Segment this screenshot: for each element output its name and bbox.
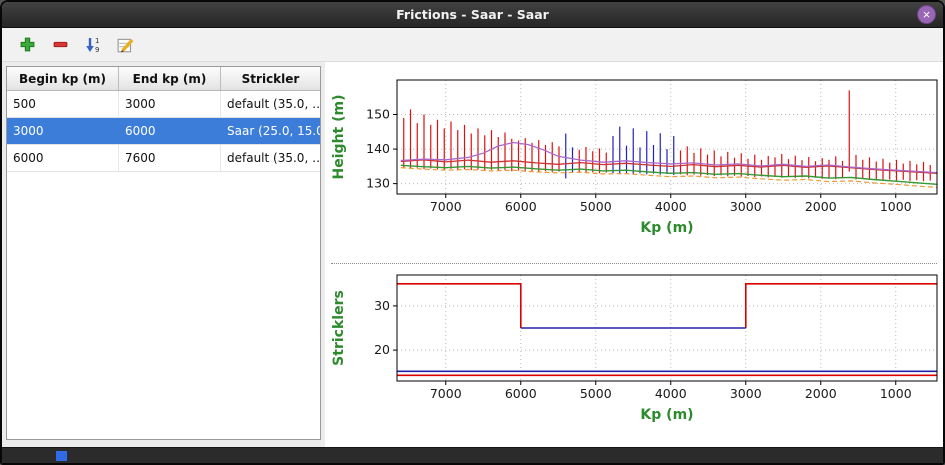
add-row-button[interactable] [14,32,40,58]
y-tick-label: 130 [366,176,390,191]
table-row[interactable]: 6000 7600 default (35.0, … [7,145,320,172]
series-default-minor-bed [397,282,522,328]
x-tick-label: 1000 [880,386,912,401]
cell-begin-kp: 3000 [7,118,119,144]
minus-icon [53,41,67,48]
column-header-strickler[interactable]: Strickler [241,71,300,86]
x-tick-label: 3000 [730,386,762,401]
statusbar [2,447,943,463]
frictions-table: Begin kp (m) End kp (m) Strickler 500 30… [6,66,321,440]
cell-end-kp: 3000 [119,91,221,117]
y-tick-label: 30 [374,298,390,313]
remove-row-button[interactable] [47,32,73,58]
toolbar: 1 9 [2,28,943,62]
sort-digit-1: 1 [95,37,99,45]
main-content: Begin kp (m) End kp (m) Strickler 500 30… [2,62,943,447]
edit-icon [117,38,134,52]
series-purple-profile [400,141,938,174]
x-tick-label: 5000 [580,199,612,214]
y-axis-label: Height (m) [331,95,347,180]
cell-begin-kp: 500 [7,91,119,117]
height-profile-chart: 7000 6000 5000 4000 3000 2000 1000 130 140 150 Kp … [331,79,938,236]
cell-begin-kp: 6000 [7,145,119,171]
x-tick-label: 2000 [805,386,837,401]
x-tick-label: 2000 [805,199,837,214]
series-default-minor-bed-2 [744,282,937,328]
cell-end-kp: 6000 [119,118,221,144]
table-row[interactable]: 500 3000 default (35.0, … [7,91,320,118]
edit-friction-button[interactable] [113,32,139,58]
x-axis-label: Kp (m) [640,407,693,423]
stricklers-chart: 7000 6000 5000 4000 3000 2000 1000 20 30 Kp (m) St… [331,274,938,423]
cell-end-kp: 7600 [119,145,221,171]
column-header-end-kp[interactable]: End kp (m) [119,67,221,90]
sort-numeric-icon: 1 9 [86,37,99,54]
y-tick-label: 20 [374,342,390,357]
charts-panel: 7000 6000 5000 4000 3000 2000 1000 130 140 150 Kp … [325,62,943,447]
window-title: Frictions - Saar - Saar [396,7,549,22]
cell-strickler: Saar (25.0, 15.0) [227,124,320,138]
y-tick-label: 150 [366,107,390,122]
y-axis-label: Stricklers [331,290,347,366]
x-tick-label: 4000 [655,386,687,401]
sort-button[interactable]: 1 9 [80,32,106,58]
x-tick-label: 7000 [430,199,462,214]
cell-strickler: default (35.0, … [227,151,320,165]
close-icon: × [922,7,931,22]
column-header-begin-kp[interactable]: Begin kp (m) [7,67,119,90]
x-tick-label: 1000 [880,199,912,214]
series-orange-profile [400,167,938,188]
x-tick-label: 5000 [580,386,612,401]
x-tick-label: 3000 [730,199,762,214]
status-indicator [56,451,67,461]
table-header-row: Begin kp (m) End kp (m) Strickler [7,67,320,91]
x-tick-label: 7000 [430,386,462,401]
cell-strickler: default (35.0, … [227,97,320,111]
sort-digit-9: 9 [95,46,99,54]
series-green-profile [400,164,938,185]
table-row-selected[interactable]: 3000 6000 Saar (25.0, 15.0) [7,118,320,145]
x-tick-label: 6000 [505,199,537,214]
x-tick-label: 4000 [655,199,687,214]
titlebar[interactable]: Frictions - Saar - Saar × [2,2,943,28]
close-button[interactable]: × [917,5,936,24]
chart-splitter[interactable] [331,263,937,264]
plus-icon [20,37,34,52]
x-axis-label: Kp (m) [640,220,693,236]
x-tick-label: 6000 [505,386,537,401]
y-tick-label: 140 [366,141,390,156]
